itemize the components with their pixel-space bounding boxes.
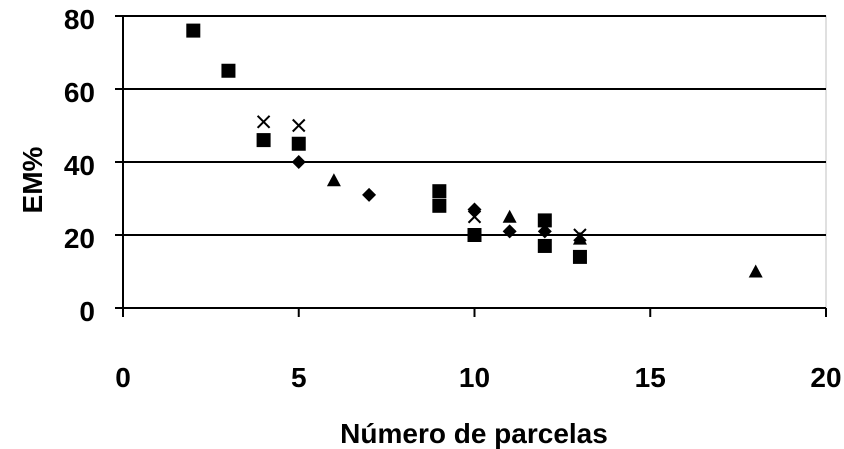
x-tick-label-1: 5 <box>291 362 307 393</box>
x-tick-label-2: 10 <box>459 362 490 393</box>
x-tick-label-0: 0 <box>115 362 131 393</box>
y-tick-label-0: 0 <box>79 296 95 327</box>
square-point-4 <box>432 184 447 199</box>
series-triangle <box>326 173 763 278</box>
y-tick-label-2: 40 <box>64 150 95 181</box>
data-points <box>186 23 763 278</box>
triangle-point-1 <box>502 209 517 223</box>
y-axis-tick-labels: 0 20 40 60 80 <box>64 4 95 327</box>
series-square <box>186 23 587 264</box>
square-point-5 <box>432 198 447 213</box>
square-point-6 <box>467 228 482 242</box>
square-point-3 <box>291 136 306 151</box>
square-point-7 <box>537 213 552 228</box>
x-axis-title: Número de parcelas <box>340 418 608 449</box>
triangle-point-0 <box>326 173 341 187</box>
y-tick-label-1: 20 <box>64 223 95 254</box>
y-tick-label-4: 80 <box>64 4 95 35</box>
square-point-0 <box>186 23 201 38</box>
x-point-1 <box>292 118 306 133</box>
x-axis-tick-labels: 0 5 10 15 20 <box>115 362 841 393</box>
diamond-point-3 <box>502 224 517 239</box>
y-tick-label-3: 60 <box>64 77 95 108</box>
square-point-1 <box>221 63 236 78</box>
diamond-point-0 <box>291 155 306 169</box>
x-point-3 <box>573 228 587 242</box>
diamond-point-4 <box>537 224 552 239</box>
diamond-point-1 <box>362 187 377 202</box>
triangle-point-3 <box>748 264 763 278</box>
triangle-point-2 <box>572 231 587 245</box>
series-x <box>256 115 587 242</box>
x-tick-label-4: 20 <box>810 362 841 393</box>
x-point-0 <box>256 115 271 129</box>
x-point-2 <box>467 210 482 224</box>
x-tick-label-3: 15 <box>635 362 666 393</box>
square-point-8 <box>537 238 552 253</box>
square-point-2 <box>256 133 271 148</box>
axes <box>115 15 827 317</box>
y-axis-title: EM% <box>17 146 48 213</box>
square-point-9 <box>572 249 587 264</box>
